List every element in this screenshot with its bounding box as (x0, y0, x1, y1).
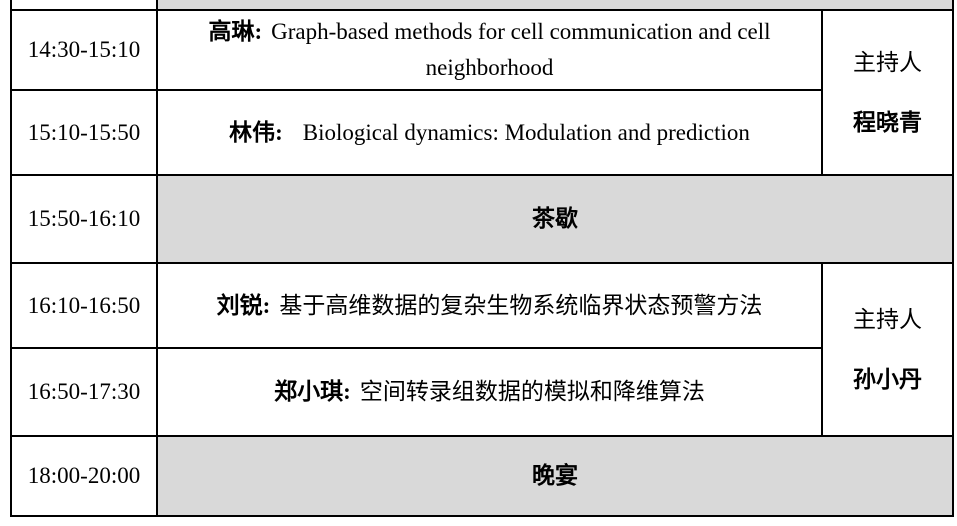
moderator-name: 孙小丹 (853, 366, 922, 392)
session-cell: 刘锐: 基于高维数据的复杂生物系统临界状态预警方法 (156, 262, 823, 349)
moderator-cell-session-2: 主持人 孙小丹 (821, 262, 954, 437)
speaker-name: 刘锐: (216, 292, 271, 318)
session-cell: 高琳: Graph-based methods for cell communic… (156, 9, 823, 91)
speaker-name: 林伟: (229, 119, 283, 145)
time-cell: 14:30-15:10 (10, 9, 158, 91)
time-cell: 15:50-16:10 (10, 174, 158, 264)
time-cell: 15:10-15:50 (10, 89, 158, 176)
partial-shaded-cell (156, 0, 954, 11)
table-row-talk-4: 16:50-17:30 郑小琪: 空间转录组数据的模拟和降维算法 (10, 347, 953, 437)
dinner-cell: 晚宴 (156, 435, 954, 517)
talk-title: Graph-based methods for cell communicati… (271, 19, 771, 80)
speaker-name: 高琳: (208, 19, 263, 45)
partial-time-cell (10, 0, 158, 11)
talk-title: 空间转录组数据的模拟和降维算法 (359, 379, 705, 405)
moderator-cell-session-1: 主持人 程晓青 (821, 9, 954, 176)
table-row-talk-3: 16:10-16:50 刘锐: 基于高维数据的复杂生物系统临界状态预警方法 主持人… (10, 262, 954, 437)
moderator-role-label: 主持人 (853, 306, 922, 332)
table-row-talk-2: 15:10-15:50 林伟: Biological dynamics: Modu… (10, 89, 953, 176)
schedule-table: 14:30-15:10 高琳: Graph-based methods for c… (10, 0, 954, 517)
speaker-name: 郑小琪: (274, 379, 351, 405)
time-cell: 18:00-20:00 (10, 435, 158, 517)
moderator-name: 程晓青 (853, 109, 922, 135)
table-row-talk-1: 14:30-15:10 高琳: Graph-based methods for c… (10, 9, 954, 176)
session-cell: 林伟: Biological dynamics: Modulation and p… (156, 89, 823, 176)
time-cell: 16:50-17:30 (10, 347, 158, 437)
talk-title: 基于高维数据的复杂生物系统临界状态预警方法 (279, 292, 763, 318)
table-row-break: 15:50-16:10 茶歇 (10, 174, 954, 264)
talk-title: Biological dynamics: Modulation and pred… (302, 119, 750, 145)
session-cell: 郑小琪: 空间转录组数据的模拟和降维算法 (156, 347, 823, 437)
break-cell: 茶歇 (156, 174, 954, 264)
time-cell: 16:10-16:50 (10, 262, 158, 349)
table-row-dinner: 18:00-20:00 晚宴 (10, 435, 954, 517)
table-row-partial-top (10, 0, 954, 11)
moderator-role-label: 主持人 (853, 49, 922, 75)
